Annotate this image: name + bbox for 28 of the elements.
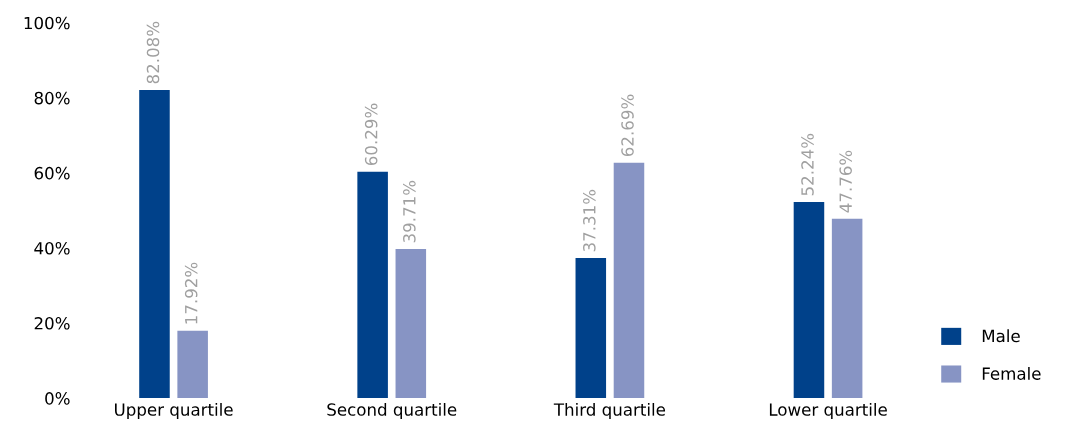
data-label: 60.29% bbox=[364, 103, 378, 166]
y-tick-label: 20% bbox=[34, 317, 70, 330]
x-tick-label: Lower quartile bbox=[769, 402, 887, 420]
bar bbox=[177, 330, 208, 399]
bar bbox=[395, 249, 427, 399]
bar bbox=[575, 258, 607, 399]
y-tick-label: 60% bbox=[34, 166, 70, 180]
bar bbox=[793, 202, 825, 399]
y-tick-label: 100% bbox=[24, 16, 70, 30]
data-label: 47.76% bbox=[839, 150, 852, 213]
y-tick-label: 80% bbox=[34, 91, 70, 105]
bar bbox=[831, 218, 863, 399]
x-tick-label: Second quartile bbox=[327, 402, 457, 420]
x-tick-label: Upper quartile bbox=[115, 402, 233, 420]
bar bbox=[139, 90, 170, 399]
legend-label: Female bbox=[982, 366, 1041, 380]
data-label: 82.08% bbox=[146, 21, 160, 84]
data-label: 52.24% bbox=[801, 133, 814, 196]
legend-label: Male bbox=[982, 329, 1020, 343]
x-tick-label: Third quartile bbox=[553, 402, 666, 420]
data-label: 39.71% bbox=[403, 180, 416, 243]
bar bbox=[357, 171, 388, 399]
bar bbox=[613, 162, 645, 399]
y-tick-label: 40% bbox=[34, 241, 70, 255]
data-label: 17.92% bbox=[184, 262, 198, 324]
y-tick-label: 0% bbox=[45, 392, 70, 405]
data-label: 62.69% bbox=[621, 94, 634, 157]
data-label: 37.31% bbox=[583, 189, 596, 252]
